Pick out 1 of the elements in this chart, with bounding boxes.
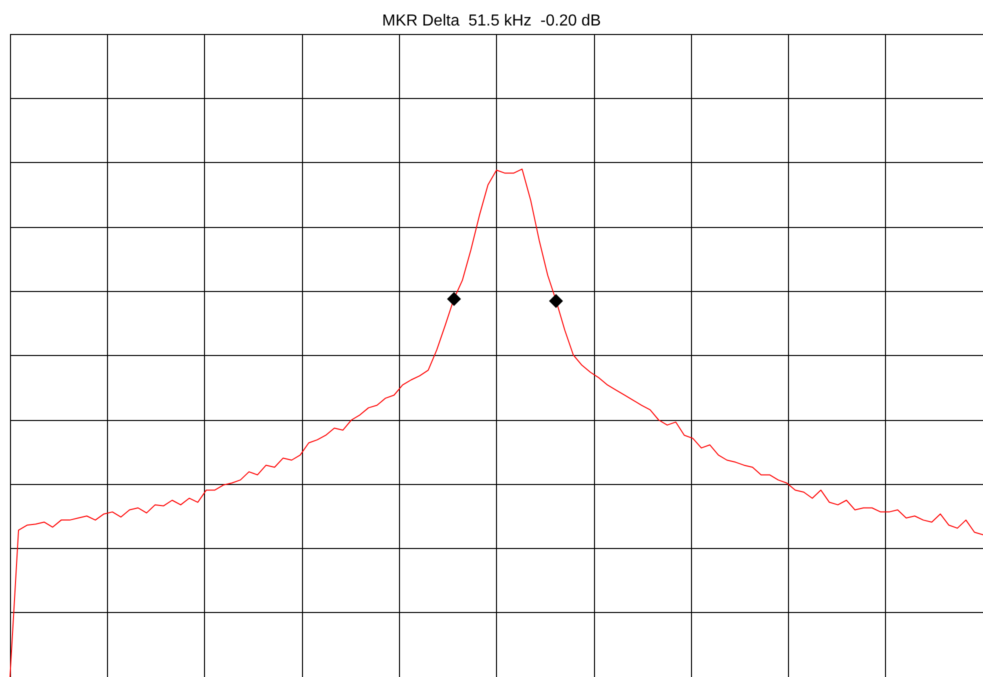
chart-title: MKR Delta 51.5 kHz -0.20 dB xyxy=(382,12,601,30)
